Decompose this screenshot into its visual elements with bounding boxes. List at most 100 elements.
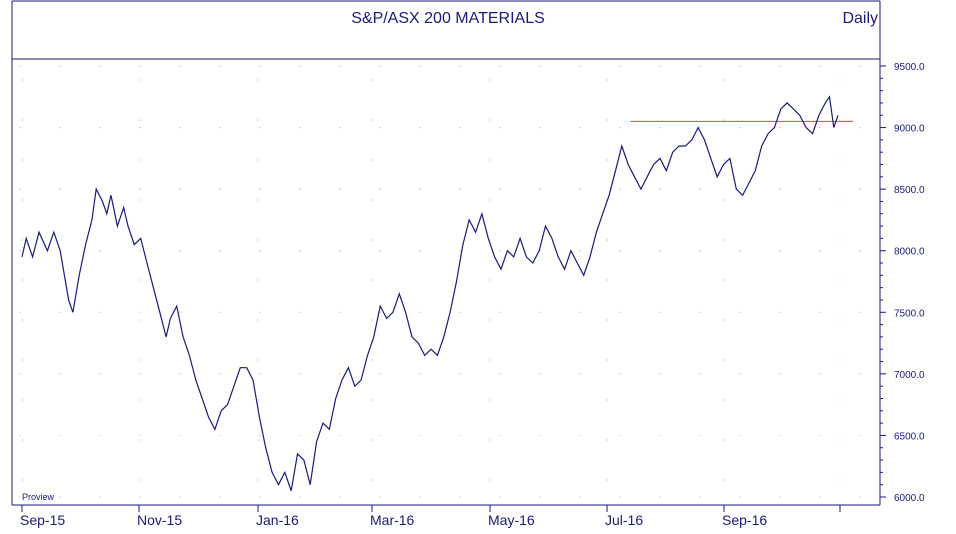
grid-dot: [859, 434, 861, 437]
grid-dot: [138, 399, 140, 401]
grid-dot: [59, 311, 61, 313]
grid-dot: [379, 434, 381, 437]
grid-dot: [219, 188, 221, 190]
grid-dot: [139, 188, 141, 190]
grid-dot: [371, 279, 373, 281]
grid-dot: [371, 319, 373, 321]
grid-dot: [179, 250, 181, 252]
grid-dot: [489, 319, 491, 321]
grid-dot: [839, 159, 841, 161]
grid-dot: [99, 311, 101, 313]
grid-dot: [459, 496, 461, 498]
grid-dot: [59, 188, 61, 190]
grid-dot: [699, 373, 701, 375]
grid-dot: [839, 279, 841, 281]
x-tick-label: Jul-16: [605, 512, 643, 528]
grid-dot: [699, 65, 701, 67]
grid-dot: [459, 188, 461, 190]
grid-dot: [739, 373, 741, 375]
grid-dot: [257, 399, 259, 401]
grid-dot: [499, 65, 501, 67]
grid-dot: [739, 434, 741, 437]
grid-dot: [99, 188, 101, 190]
grid-dot: [179, 434, 181, 437]
grid-dot: [59, 126, 61, 129]
grid-dot: [819, 250, 821, 252]
y-tick-label: 8000.0: [894, 247, 925, 258]
grid-dot: [606, 119, 608, 121]
grid-dot: [339, 373, 341, 375]
grid-dot: [59, 496, 61, 498]
grid-dot: [419, 126, 421, 129]
grid-dot: [779, 188, 781, 190]
grid-dot: [339, 65, 341, 67]
grid-dot: [699, 434, 701, 437]
y-axis-ticks: 9500.0 9000.0 8500.0 8000.0 7500.0 7000.0 6500…: [880, 62, 925, 504]
grid-dot: [699, 496, 701, 498]
grid-dot: [499, 311, 501, 313]
grid-dot: [459, 250, 461, 252]
grid-dot: [699, 250, 701, 252]
grid-dot: [489, 159, 491, 161]
grid-dot: [489, 439, 491, 441]
grid-dot: [139, 250, 141, 252]
grid-dot: [606, 359, 608, 361]
grid-dot: [419, 434, 421, 437]
grid-dot: [257, 79, 259, 81]
grid-dot: [19, 65, 21, 67]
grid-dot: [489, 359, 491, 361]
grid-dot: [659, 250, 661, 252]
grid-dot: [606, 239, 608, 241]
grid-dot: [779, 434, 781, 437]
grid-dot: [419, 311, 421, 313]
grid-dot: [723, 239, 725, 241]
grid-dot: [659, 373, 661, 375]
grid-dot: [21, 79, 23, 81]
grid-dot: [299, 373, 301, 375]
grid-dot: [259, 188, 261, 190]
grid-dot: [489, 79, 491, 81]
grid-dot: [139, 65, 141, 67]
grid-dot: [539, 65, 541, 67]
grid-dot: [139, 126, 141, 129]
grid-dot: [371, 479, 373, 481]
y-tick-label: 6500.0: [894, 431, 925, 442]
grid-dot: [839, 119, 841, 121]
grid-dot: [723, 119, 725, 121]
grid-dot: [299, 496, 301, 498]
x-tick-label: Nov-15: [137, 512, 182, 528]
grid-dot: [138, 79, 140, 81]
grid-dot: [723, 359, 725, 361]
grid-dot: [379, 311, 381, 313]
grid-dot: [179, 188, 181, 190]
grid-dot: [539, 373, 541, 375]
grid-dot: [723, 159, 725, 161]
grid-dot: [19, 373, 21, 375]
grid-dot: [21, 239, 23, 241]
grid-dot: [339, 496, 341, 498]
grid-dot: [839, 79, 841, 81]
grid-dot: [619, 126, 621, 129]
x-tick-label: Mar-16: [370, 512, 415, 528]
grid-dot: [499, 126, 501, 129]
grid-dot: [489, 119, 491, 121]
grid-dot: [579, 311, 581, 313]
grid-dot: [819, 434, 821, 437]
grid-dot: [839, 399, 841, 401]
grid-dot: [859, 311, 861, 313]
grid-dot: [339, 434, 341, 437]
grid-dot: [499, 250, 501, 252]
grid-dot: [371, 439, 373, 441]
grid-dot: [299, 65, 301, 67]
grid-dot: [219, 373, 221, 375]
grid-dot: [21, 119, 23, 121]
grid-dot: [259, 250, 261, 252]
grid-dot: [59, 434, 61, 437]
grid-dot: [259, 373, 261, 375]
grid-dot: [259, 496, 261, 498]
grid-dot: [539, 188, 541, 190]
y-tick-label: 8500.0: [894, 185, 925, 196]
grid-dot: [339, 188, 341, 190]
grid-dot: [139, 496, 141, 498]
grid-dot: [219, 126, 221, 129]
